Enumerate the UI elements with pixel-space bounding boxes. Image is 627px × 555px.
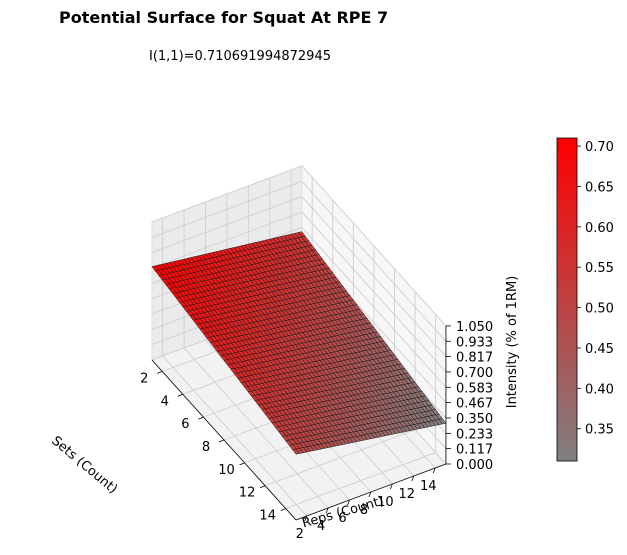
gridline-intensity-left bbox=[151, 180, 303, 238]
chart-title: Potential Surface for Squat At RPE 7 bbox=[59, 8, 389, 27]
z-tick-label: 0.933 bbox=[456, 335, 493, 350]
gridline-reps-floor bbox=[162, 355, 308, 517]
x-tick-mark bbox=[239, 462, 245, 466]
x-tick-mark bbox=[157, 371, 163, 374]
colorbar: 0.35 0.40 0.45 0.50 0.55 0.60 0.65 0.70 bbox=[556, 137, 614, 462]
z-tick-label: 0.817 bbox=[456, 351, 493, 366]
gridline-reps-floor bbox=[183, 347, 329, 509]
gridline-intensity-right bbox=[301, 180, 447, 342]
colorbar-tick-label: 0.50 bbox=[585, 302, 614, 317]
x-tick-label: 6 bbox=[181, 417, 189, 432]
z-tick-label: 0.000 bbox=[456, 458, 493, 473]
x-tick-label: 10 bbox=[218, 463, 235, 478]
colorbar-tick-label: 0.40 bbox=[585, 382, 614, 397]
y-tick-mark bbox=[390, 483, 393, 490]
z-tick-label: 0.583 bbox=[456, 381, 493, 396]
x-tick-label: 14 bbox=[259, 509, 276, 524]
z-tick-label: 1.050 bbox=[456, 320, 493, 335]
x-tick-mark bbox=[198, 416, 204, 420]
x-tick-label: 12 bbox=[239, 486, 256, 501]
y-tick-label: 12 bbox=[399, 487, 416, 502]
colorbar-tick-label: 0.45 bbox=[585, 342, 614, 357]
gridline-intensity-left bbox=[151, 165, 303, 223]
y-tick-label: 6 bbox=[338, 511, 346, 526]
y-tick-mark bbox=[411, 475, 415, 482]
gridline-intensity-right bbox=[301, 211, 447, 373]
surface-cell bbox=[292, 448, 300, 455]
colorbar-tick-label: 0.35 bbox=[585, 423, 614, 438]
colorbar-tick-label: 0.60 bbox=[585, 221, 614, 236]
y-tick-label: 4 bbox=[317, 519, 325, 534]
x-tick-label: 8 bbox=[202, 440, 210, 455]
y-tick-label: 2 bbox=[296, 527, 304, 542]
y-tick-mark bbox=[347, 499, 350, 506]
gridline-intensity-right bbox=[301, 227, 447, 388]
z-axis-label: Intensity (% of 1RM) bbox=[505, 276, 520, 409]
gridline-intensity-right bbox=[301, 196, 447, 357]
x-axis-label: Sets (Count) bbox=[48, 434, 120, 498]
x-tick-mark bbox=[259, 485, 266, 489]
z-tick-label: 0.117 bbox=[456, 443, 493, 458]
x-tick-mark bbox=[177, 393, 183, 397]
z-tick-label: 0.467 bbox=[456, 397, 493, 412]
z-tick-label: 0.350 bbox=[456, 412, 493, 427]
z-tick-label: 0.233 bbox=[456, 427, 493, 442]
colorbar-gradient bbox=[556, 137, 578, 462]
surface-mesh bbox=[151, 231, 447, 455]
y-tick-label: 8 bbox=[360, 503, 368, 518]
z-tick-label: 0.700 bbox=[456, 366, 493, 381]
x-tick-mark bbox=[218, 439, 225, 443]
y-tick-mark bbox=[304, 515, 308, 522]
gridline-intensity-left bbox=[151, 211, 303, 269]
axis-lines: 246810121424681012140.0000.1170.2330.350… bbox=[140, 320, 493, 542]
y-tick-mark bbox=[368, 491, 372, 498]
y-tick-mark bbox=[325, 507, 329, 514]
y-tick-mark bbox=[432, 467, 436, 474]
x-tick-mark bbox=[280, 508, 286, 511]
gridline-intensity-left bbox=[151, 196, 303, 253]
colorbar-tick-label: 0.70 bbox=[585, 140, 614, 155]
y-tick-label: 10 bbox=[377, 495, 394, 510]
y-tick-label: 14 bbox=[420, 479, 437, 494]
gridline-intensity-right bbox=[301, 165, 447, 327]
x-tick-label: 2 bbox=[140, 371, 148, 386]
x-tick-label: 4 bbox=[161, 394, 169, 409]
chart-subtitle: I(1,1)=0.710691994872945 bbox=[148, 49, 331, 64]
colorbar-tick-label: 0.55 bbox=[585, 261, 614, 276]
colorbar-tick-label: 0.65 bbox=[585, 180, 614, 195]
